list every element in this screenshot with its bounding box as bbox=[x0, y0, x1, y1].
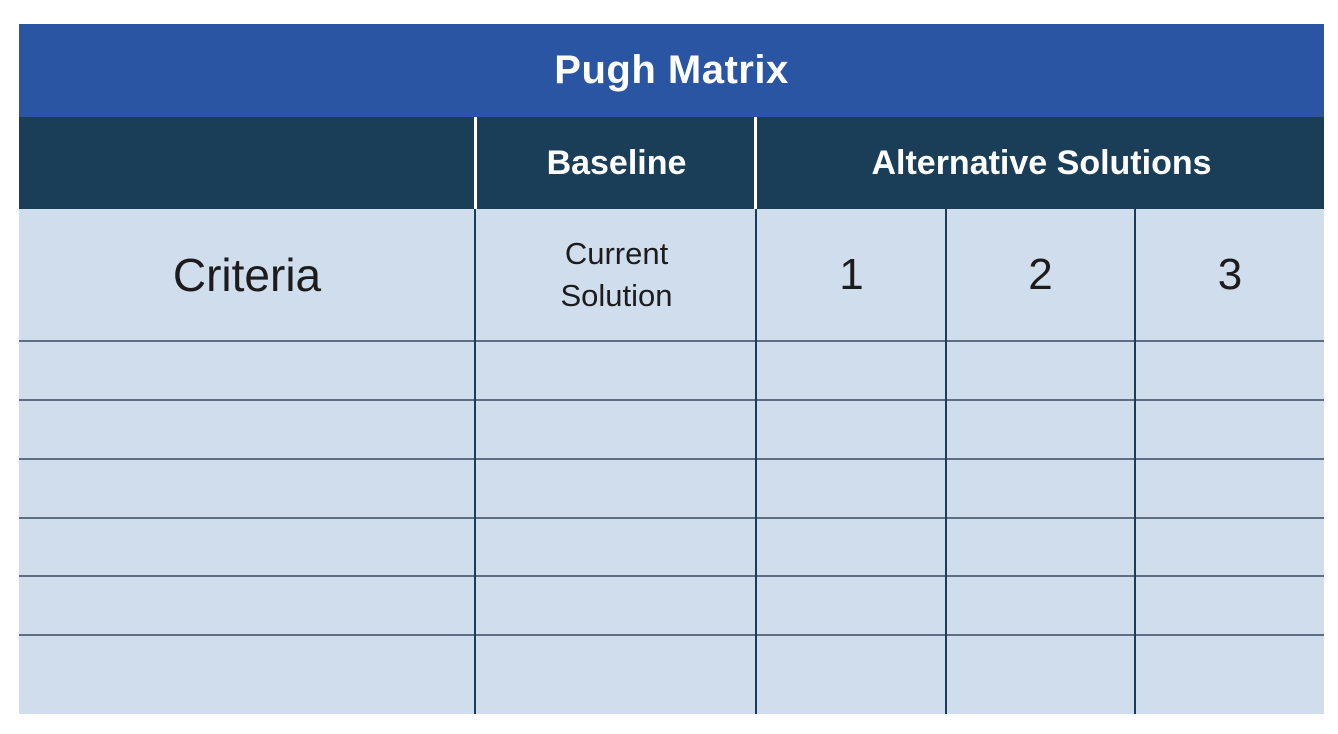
row-divider bbox=[19, 340, 1324, 342]
header-baseline: Baseline bbox=[546, 143, 687, 182]
alternative-2-label: 2 bbox=[1028, 249, 1053, 299]
matrix-title: Pugh Matrix bbox=[19, 24, 1324, 117]
row-divider bbox=[19, 575, 1324, 577]
row-divider bbox=[19, 458, 1324, 460]
row-divider bbox=[19, 517, 1324, 519]
pugh-matrix-table: Pugh Matrix Baseline Alternative Solutio… bbox=[19, 24, 1324, 714]
current-solution-label: Current Solution bbox=[560, 235, 673, 313]
header-alternative-solutions: Alternative Solutions bbox=[871, 143, 1212, 182]
header-divider bbox=[474, 117, 477, 209]
column-divider bbox=[1134, 209, 1136, 714]
criteria-label: Criteria bbox=[172, 248, 322, 301]
column-divider bbox=[945, 209, 947, 714]
column-divider bbox=[755, 209, 757, 714]
alternative-1-label: 1 bbox=[839, 249, 864, 299]
header-blank-cell bbox=[19, 117, 475, 209]
header-row: Baseline Alternative Solutions bbox=[19, 117, 1324, 209]
row-divider bbox=[19, 399, 1324, 401]
row-divider bbox=[19, 634, 1324, 636]
header-divider bbox=[754, 117, 757, 209]
alternative-3-label: 3 bbox=[1217, 249, 1243, 299]
column-divider bbox=[474, 209, 476, 714]
matrix-body: Criteria Current Solution 1 2 3 bbox=[19, 209, 1324, 714]
